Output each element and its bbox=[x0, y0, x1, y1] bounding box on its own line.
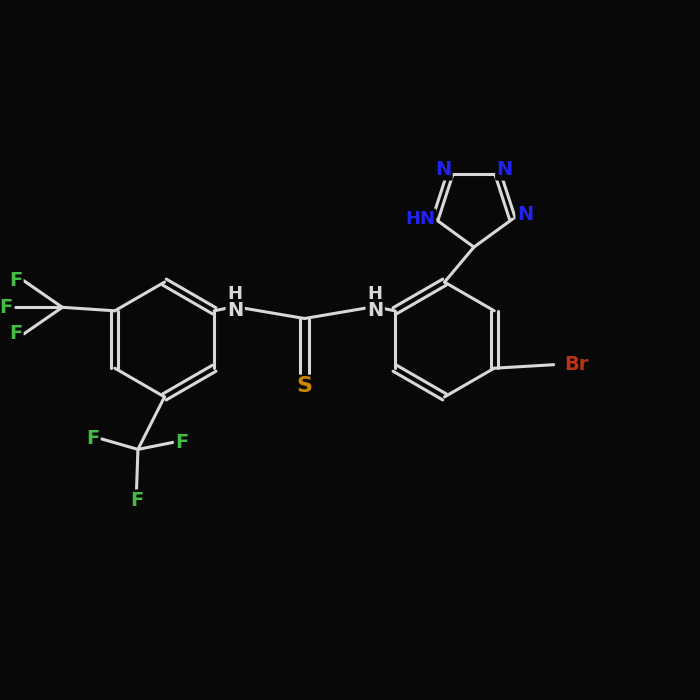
Text: N: N bbox=[517, 205, 533, 225]
Text: N: N bbox=[496, 160, 513, 179]
Text: H: H bbox=[228, 285, 243, 303]
Text: HN: HN bbox=[405, 210, 435, 228]
Text: F: F bbox=[130, 491, 143, 510]
Text: F: F bbox=[0, 298, 13, 317]
Text: H: H bbox=[368, 285, 383, 303]
Text: F: F bbox=[86, 429, 99, 449]
Text: N: N bbox=[435, 160, 452, 179]
Text: Br: Br bbox=[564, 355, 588, 374]
Text: N: N bbox=[367, 300, 384, 320]
Text: F: F bbox=[9, 324, 22, 344]
Text: F: F bbox=[9, 271, 22, 290]
Text: N: N bbox=[227, 300, 244, 320]
Text: S: S bbox=[297, 377, 312, 396]
Text: F: F bbox=[176, 433, 188, 452]
